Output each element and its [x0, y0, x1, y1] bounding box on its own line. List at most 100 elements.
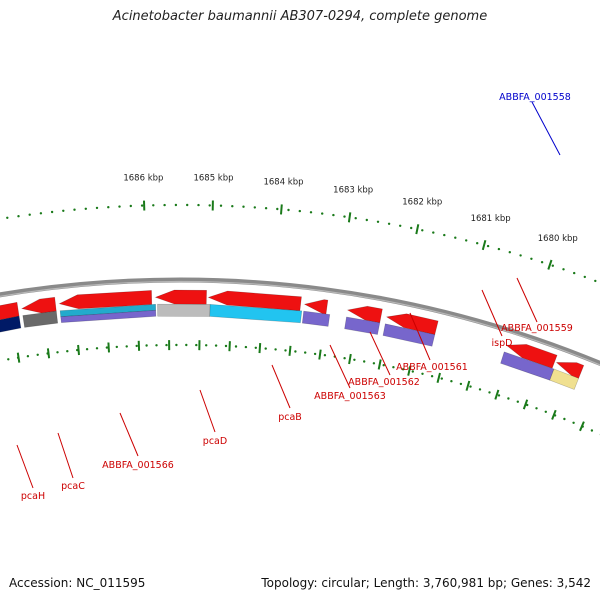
scale-dot	[353, 358, 356, 361]
scale-tick-label: 1683 kbp	[333, 186, 373, 196]
scale-dot	[242, 205, 245, 208]
gene-label[interactable]: ispD	[492, 338, 513, 349]
scale-minor-tick	[258, 343, 262, 354]
gene-label[interactable]: ABBFA_001562	[348, 377, 420, 388]
scale-dot	[304, 351, 307, 354]
scale-dot	[309, 211, 313, 214]
scale-dot	[135, 344, 138, 348]
scale-dot	[323, 354, 327, 357]
scale-major-tick	[547, 259, 553, 270]
scale-dot	[6, 216, 9, 219]
scale-dot	[175, 343, 178, 347]
scale-dot	[253, 206, 256, 209]
gene-abbfa-001566-violet[interactable]	[60, 309, 157, 323]
gene-abbfa-001559-yellow[interactable]	[549, 368, 579, 390]
scale-dot	[450, 380, 453, 383]
scale-dot	[107, 206, 110, 209]
scale-dot	[469, 385, 472, 388]
gene-abbfa-001563-violet[interactable]	[301, 310, 331, 327]
gene-label-leaders	[16, 101, 561, 489]
scale-dot	[354, 217, 357, 220]
scale-minor-tick	[288, 345, 292, 356]
scale-dot	[507, 397, 510, 400]
scale-dot	[105, 346, 109, 349]
scale-dot	[274, 348, 277, 351]
gene-label[interactable]: ABBFA_001558	[499, 92, 571, 103]
scale-dot	[174, 203, 178, 207]
gene-label-leader	[271, 364, 291, 409]
gene-pcad-block[interactable]	[154, 289, 207, 305]
gene-abbfa-001559-block[interactable]	[555, 362, 585, 379]
scale-minor-tick	[522, 399, 529, 410]
scale-dot	[454, 236, 457, 239]
scale-minor-tick	[407, 365, 412, 376]
scale-dot	[118, 205, 121, 208]
gene-label[interactable]: ABBFA_001559	[501, 323, 573, 334]
gene-label-leader	[57, 432, 74, 479]
gene-label[interactable]: ABBFA_001566	[102, 460, 174, 471]
scale-dot	[540, 261, 544, 264]
scale-minor-tick	[579, 421, 585, 432]
gene-pcac-grey[interactable]	[22, 310, 59, 328]
scale-dot	[36, 353, 39, 356]
gene-features	[0, 289, 585, 390]
scale-dot	[376, 220, 380, 223]
gene-label-leader	[369, 331, 391, 376]
scale-tick-label: 1681 kbp	[471, 214, 511, 224]
gene-label[interactable]: pcaC	[61, 481, 85, 492]
scale-dot	[26, 355, 30, 358]
scale-minor-tick	[318, 349, 322, 360]
gene-abbfa-001563-block[interactable]	[303, 299, 329, 315]
scale-dot	[392, 366, 395, 369]
scale-tick-label: 1684 kbp	[263, 178, 303, 188]
scale-dot	[62, 209, 65, 212]
gene-abbfa-001562-block[interactable]	[346, 305, 383, 324]
gene-pcab-block[interactable]	[207, 290, 302, 312]
gene-ispd-block[interactable]	[505, 344, 558, 369]
gene-label[interactable]: ABBFA_001561	[396, 362, 468, 373]
gene-pcac-block[interactable]	[20, 296, 57, 314]
scale-dot	[573, 271, 576, 275]
gene-label[interactable]: pcaB	[278, 412, 302, 423]
gene-pcah-navy[interactable]	[0, 315, 22, 348]
scale-dot	[476, 242, 479, 245]
scale-minor-tick	[107, 342, 110, 353]
scale-dots-outer	[6, 203, 597, 283]
gene-label[interactable]: pcaH	[21, 491, 45, 502]
scale-dot	[465, 239, 468, 242]
gene-abbfa-001562-violet[interactable]	[344, 316, 381, 335]
scale-dot	[343, 215, 346, 218]
gene-abbfa-001566-block[interactable]	[58, 290, 153, 310]
scale-dot	[443, 233, 446, 237]
scale-dot	[526, 403, 529, 407]
gene-abbfa-001566-cyan[interactable]	[59, 303, 157, 318]
gene-pcah-block[interactable]	[0, 301, 20, 331]
scale-dot	[197, 203, 200, 207]
scale-dot	[145, 344, 148, 347]
gene-label[interactable]: pcaD	[203, 436, 227, 447]
scale-dot	[66, 350, 69, 353]
scale-dot	[95, 347, 99, 350]
scale-dot	[530, 257, 533, 260]
scale-dot	[276, 207, 279, 211]
scale-dot	[50, 210, 54, 214]
scale-dot	[155, 344, 158, 347]
gene-label[interactable]: ABBFA_001563	[314, 391, 386, 402]
scale-dot	[152, 204, 155, 207]
scale-dot	[430, 375, 434, 378]
scale-minor-tick	[16, 352, 21, 363]
gene-pcad-silver[interactable]	[157, 303, 211, 317]
scale-tick-label: 1680 kbp	[538, 234, 578, 244]
gene-label-leader	[481, 289, 503, 337]
gene-label-leader	[409, 312, 431, 361]
gene-label-leader	[531, 101, 561, 156]
scale-minor-tick	[465, 380, 471, 391]
scale-dot	[125, 345, 128, 348]
gene-abbfa-001561-block[interactable]	[385, 313, 439, 335]
scale-dot	[497, 247, 501, 251]
backbone-highlight	[0, 280, 600, 366]
scale-dot	[28, 213, 31, 216]
scale-dot	[551, 264, 554, 267]
